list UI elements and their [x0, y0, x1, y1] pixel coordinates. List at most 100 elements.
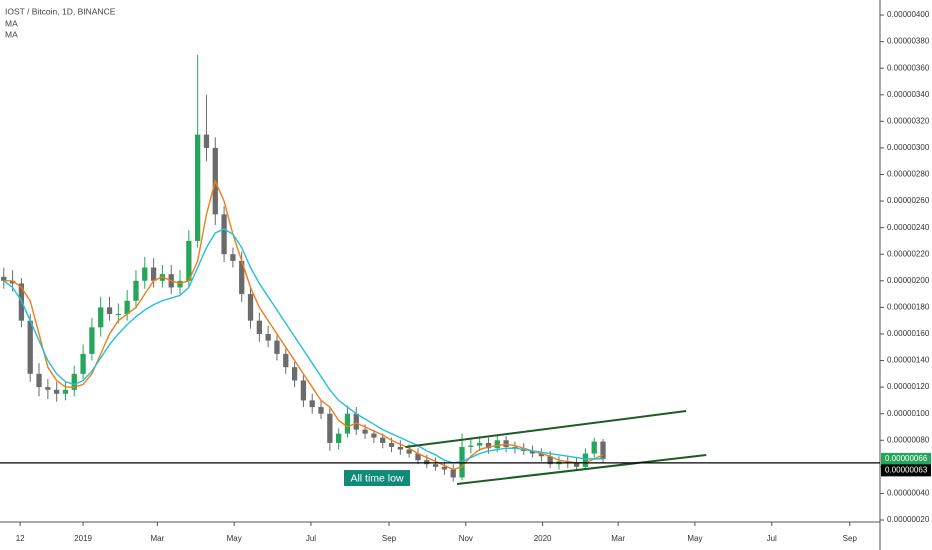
candle-body [133, 280, 139, 301]
y-tick-label: 0.00000200 [887, 276, 930, 285]
candle-body [89, 327, 95, 354]
trend-line [405, 410, 687, 449]
candle-body [195, 134, 201, 241]
candle-body [336, 433, 342, 443]
x-tick-label: Nov [459, 534, 473, 543]
candle-body [1, 276, 7, 281]
candle-body [36, 373, 42, 388]
legend-entry: MA [5, 18, 18, 28]
candle-body [54, 389, 60, 394]
candle-body [477, 442, 483, 446]
y-tick-label: 0.00000040 [887, 489, 930, 498]
candle-body [547, 456, 553, 465]
y-tick-label: 0.00000260 [887, 196, 930, 205]
candle-body [494, 440, 500, 449]
candle-body [432, 464, 439, 467]
chart-title: IOST / Bitcoin, 1D, BINANCE [5, 6, 116, 16]
candle-body [600, 441, 606, 459]
annotation-box [344, 470, 410, 486]
last-price-label: 0.00000066 [885, 454, 928, 463]
trend-line [456, 454, 707, 485]
last-price-box [881, 452, 931, 465]
candle-body [291, 367, 298, 381]
candle-body [62, 389, 69, 394]
plot-area [1, 54, 707, 485]
candle-body [362, 429, 368, 434]
x-tick-label: Jul [767, 534, 777, 543]
candle-body [415, 453, 421, 461]
y-tick-label: 0.00000280 [887, 170, 930, 179]
candle-body [485, 442, 492, 449]
candle-body [283, 353, 289, 368]
y-tick-label: 0.00000080 [887, 435, 930, 444]
y-tick-label: 0.00000160 [887, 329, 930, 338]
x-tick-label: Mar [611, 534, 625, 543]
candle-body [353, 413, 359, 430]
candle-body [309, 400, 315, 408]
candle-body [265, 333, 271, 341]
candle-body [106, 307, 113, 315]
legend-entry: MA [5, 29, 18, 39]
x-tick-label: Mar [150, 534, 164, 543]
y-tick-label: 0.00000180 [887, 302, 930, 311]
y-tick-label: 0.00000380 [887, 37, 930, 46]
candle-body [186, 240, 192, 281]
candle-body [9, 280, 16, 284]
candle-body [247, 294, 254, 321]
y-tick-label: 0.00000220 [887, 249, 930, 258]
candle-body [380, 437, 386, 443]
candle-body [406, 449, 412, 454]
candle-body [582, 453, 589, 467]
candle-body [397, 446, 403, 450]
y-tick-label: 0.00000400 [887, 10, 930, 19]
y-tick-label: 0.00000120 [887, 382, 930, 391]
y-tick-label: 0.00000100 [887, 409, 930, 418]
hline-price-box [881, 464, 931, 477]
candle-body [124, 300, 130, 315]
candle-body [115, 314, 121, 316]
candle-body [591, 441, 597, 454]
ma-line [3, 228, 604, 464]
ma-line [3, 179, 604, 471]
candle-body [441, 466, 448, 470]
hline-price-label: 0.00000063 [885, 465, 928, 474]
candle-body [71, 373, 77, 390]
x-tick-label: 2019 [74, 534, 92, 543]
candle-body [344, 413, 351, 434]
y-tick-label: 0.00000300 [887, 143, 930, 152]
candle-body [318, 407, 324, 414]
x-tick-label: Sep [382, 534, 397, 543]
candle-body [529, 450, 536, 454]
y-tick-label: 0.00000360 [887, 63, 930, 72]
candle-body [142, 267, 148, 281]
candle-body [150, 267, 157, 281]
y-tick-label: 0.00000140 [887, 356, 930, 365]
y-tick-label: 0.00000240 [887, 223, 930, 232]
y-tick-label: 0.00000320 [887, 116, 930, 125]
candle-body [274, 340, 280, 354]
x-tick-label: 12 [16, 534, 25, 543]
x-tick-label: Sep [843, 534, 858, 543]
x-tick-label: May [227, 534, 242, 543]
candle-body [45, 387, 51, 390]
x-tick-label: May [687, 534, 702, 543]
candle-body [230, 254, 236, 261]
candle-body [388, 442, 395, 447]
candle-body [424, 460, 430, 465]
x-tick-label: 2020 [534, 534, 552, 543]
candle-body [468, 445, 474, 447]
candle-body [27, 320, 33, 374]
x-tick-label: Jul [306, 534, 316, 543]
candle-body [203, 134, 210, 148]
candle-body [327, 413, 333, 443]
annotation-text: All time low [350, 472, 404, 484]
candle-body [221, 214, 227, 255]
candle-body [450, 469, 456, 478]
y-tick-label: 0.00000340 [887, 90, 930, 99]
candle-body [80, 353, 86, 374]
candle-body [239, 260, 245, 295]
candle-body [98, 307, 104, 328]
candle-body [371, 433, 377, 438]
